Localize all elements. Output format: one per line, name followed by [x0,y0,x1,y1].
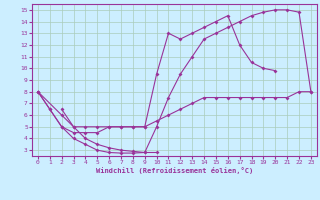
X-axis label: Windchill (Refroidissement éolien,°C): Windchill (Refroidissement éolien,°C) [96,167,253,174]
